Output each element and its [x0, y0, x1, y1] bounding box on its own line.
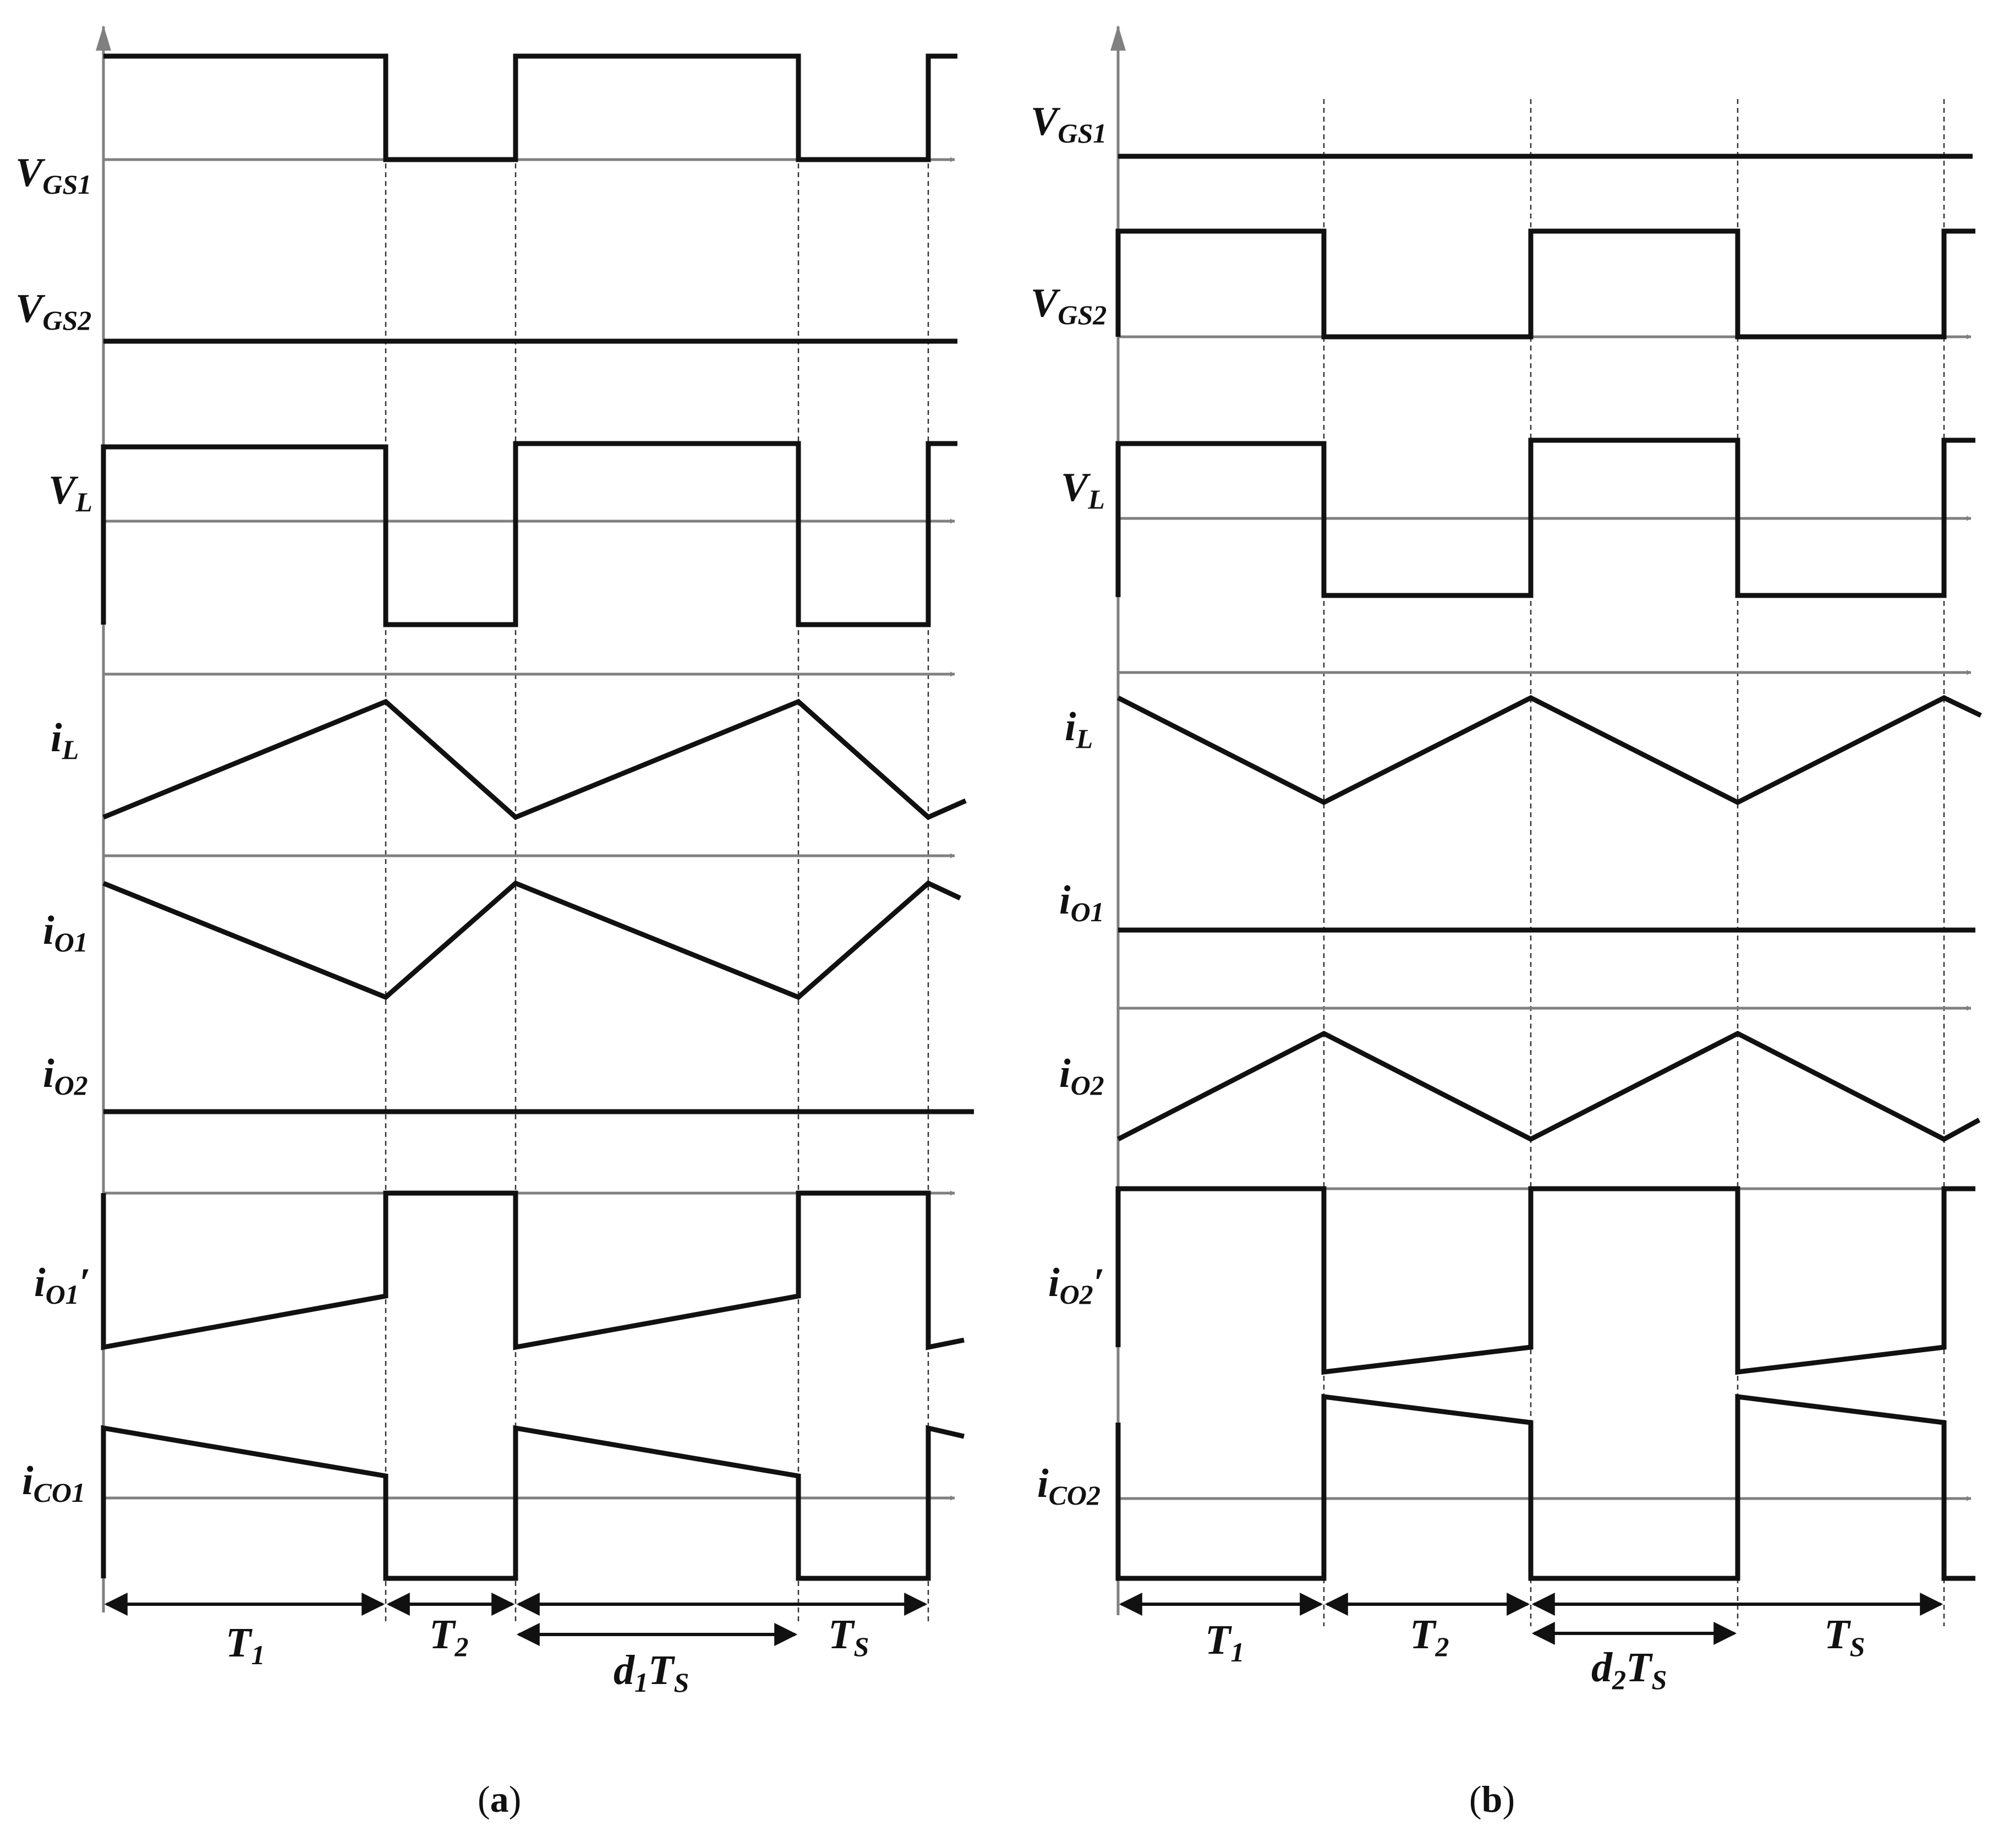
waveform-b-io2	[1116, 1030, 1981, 1142]
interval-label: T1	[226, 1620, 265, 1670]
interval-label: d1TS	[614, 1647, 689, 1698]
interval-label: d2TS	[1591, 1644, 1667, 1695]
interval-label: TS	[828, 1611, 869, 1662]
waveform-a-il	[102, 698, 967, 821]
panel-b-time-axes	[1118, 154, 1972, 1501]
signal-label: VGS1	[1031, 99, 1107, 149]
signal-label: iO1′	[34, 1260, 90, 1310]
panel-a-interval-arrows	[104, 1593, 928, 1646]
waveform-a-vgs1	[103, 53, 957, 162]
panel-a-time-axes	[103, 157, 955, 1501]
signal-label: iO1	[43, 908, 88, 958]
panel-a-caption: (a)	[478, 1778, 521, 1820]
panel-a-switching-markers	[385, 58, 929, 1623]
panel-b-interval-labels: T1 T2 d2TS TS	[1205, 1611, 1865, 1695]
interval-label: T2	[1410, 1611, 1449, 1662]
panel-b-interval-arrows	[1119, 1593, 1943, 1645]
signal-label: VGS1	[15, 150, 91, 200]
signal-label: iO1	[1059, 878, 1104, 927]
panel-b-signal-labels: VGS1 VGS2 VL iL iO1 iO2 iO2′ iCO2	[1031, 99, 1107, 1511]
signal-label: VGS2	[15, 286, 91, 336]
panel-b-caption: (b)	[1469, 1778, 1515, 1820]
signal-label: VGS2	[1031, 281, 1107, 330]
panel-a-interval-labels: T1 T2 d1TS TS	[226, 1611, 869, 1698]
panel-b: VGS1 VGS2 VL iL iO1 iO2 iO2′ iCO2 T1 T2 …	[1031, 25, 1982, 1820]
signal-label: iCO2	[1037, 1461, 1100, 1511]
signal-label: VL	[48, 468, 92, 517]
signal-label: iL	[1065, 704, 1093, 754]
interval-label: T2	[429, 1611, 468, 1662]
waveform-a-vl	[101, 441, 957, 627]
waveform-b-il	[1116, 695, 1982, 806]
signal-label: VL	[1061, 465, 1105, 515]
panel-b-waveforms	[1115, 154, 1982, 1581]
signal-label: iO2	[43, 1051, 88, 1101]
signal-label: iL	[51, 715, 79, 765]
waveform-b-ico2	[1115, 1393, 1975, 1581]
signal-label: iO2′	[1048, 1260, 1104, 1310]
waveform-b-io2-prime	[1115, 1186, 1975, 1375]
panel-a-waveforms	[101, 53, 974, 1581]
waveform-a-io1	[102, 880, 961, 1000]
signal-label: iCO1	[22, 1458, 85, 1508]
panel-a-signal-labels: VGS1 VGS2 VL iL iO1 iO2 iO1′ iCO1	[15, 150, 92, 1508]
panel-a: VGS1 VGS2 VL iL iO1 iO2 iO1′ iCO1 T1 T2 …	[15, 25, 974, 1820]
signal-label: iO2	[1059, 1051, 1104, 1101]
waveform-a-io1-prime	[101, 1190, 965, 1351]
interval-label: T1	[1205, 1617, 1244, 1667]
waveform-b-vgs2	[1115, 228, 1975, 340]
panel-b-switching-markers	[1323, 99, 1945, 1626]
waveform-b-vl	[1115, 438, 1975, 598]
interval-label: TS	[1824, 1611, 1865, 1662]
waveform-a-ico1	[101, 1425, 965, 1581]
